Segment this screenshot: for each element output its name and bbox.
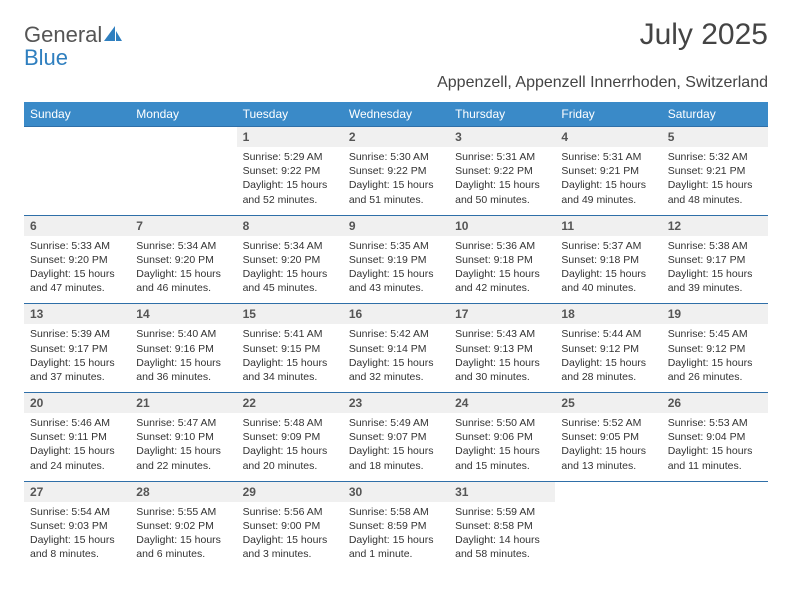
day-content-cell: Sunrise: 5:48 AMSunset: 9:09 PMDaylight:…	[237, 413, 343, 481]
day-number-cell: 19	[662, 304, 768, 325]
page-title: July 2025	[640, 18, 768, 52]
day-number-cell	[555, 481, 661, 502]
day-content-cell	[24, 147, 130, 215]
day-content-row: Sunrise: 5:39 AMSunset: 9:17 PMDaylight:…	[24, 324, 768, 392]
day-content-cell: Sunrise: 5:52 AMSunset: 9:05 PMDaylight:…	[555, 413, 661, 481]
day-number-cell: 29	[237, 481, 343, 502]
logo-text-wrap: General Blue	[24, 24, 122, 70]
day-number-cell: 24	[449, 393, 555, 414]
day-content-cell: Sunrise: 5:38 AMSunset: 9:17 PMDaylight:…	[662, 236, 768, 304]
day-content-cell: Sunrise: 5:44 AMSunset: 9:12 PMDaylight:…	[555, 324, 661, 392]
header: General Blue July 2025	[24, 18, 768, 70]
day-number-cell: 20	[24, 393, 130, 414]
weekday-header: Saturday	[662, 102, 768, 127]
day-number-cell: 26	[662, 393, 768, 414]
day-content-cell: Sunrise: 5:45 AMSunset: 9:12 PMDaylight:…	[662, 324, 768, 392]
page-subtitle: Appenzell, Appenzell Innerrhoden, Switze…	[24, 74, 768, 92]
day-content-cell: Sunrise: 5:50 AMSunset: 9:06 PMDaylight:…	[449, 413, 555, 481]
day-number-cell: 12	[662, 215, 768, 236]
weekday-header: Wednesday	[343, 102, 449, 127]
day-content-cell: Sunrise: 5:54 AMSunset: 9:03 PMDaylight:…	[24, 502, 130, 570]
day-content-cell: Sunrise: 5:49 AMSunset: 9:07 PMDaylight:…	[343, 413, 449, 481]
day-content-row: Sunrise: 5:29 AMSunset: 9:22 PMDaylight:…	[24, 147, 768, 215]
day-content-cell: Sunrise: 5:43 AMSunset: 9:13 PMDaylight:…	[449, 324, 555, 392]
day-number-cell: 28	[130, 481, 236, 502]
day-number-cell: 14	[130, 304, 236, 325]
day-content-cell: Sunrise: 5:56 AMSunset: 9:00 PMDaylight:…	[237, 502, 343, 570]
day-content-cell	[555, 502, 661, 570]
day-number-row: 13141516171819	[24, 304, 768, 325]
day-content-cell	[662, 502, 768, 570]
day-content-cell: Sunrise: 5:47 AMSunset: 9:10 PMDaylight:…	[130, 413, 236, 481]
day-number-cell: 27	[24, 481, 130, 502]
calendar-body: 12345Sunrise: 5:29 AMSunset: 9:22 PMDayl…	[24, 127, 768, 570]
day-content-cell: Sunrise: 5:55 AMSunset: 9:02 PMDaylight:…	[130, 502, 236, 570]
day-content-cell: Sunrise: 5:53 AMSunset: 9:04 PMDaylight:…	[662, 413, 768, 481]
day-number-cell: 15	[237, 304, 343, 325]
logo: General Blue	[24, 24, 122, 70]
day-content-cell: Sunrise: 5:32 AMSunset: 9:21 PMDaylight:…	[662, 147, 768, 215]
day-content-cell: Sunrise: 5:29 AMSunset: 9:22 PMDaylight:…	[237, 147, 343, 215]
day-number-cell: 11	[555, 215, 661, 236]
day-content-row: Sunrise: 5:46 AMSunset: 9:11 PMDaylight:…	[24, 413, 768, 481]
day-number-cell: 16	[343, 304, 449, 325]
weekday-header: Monday	[130, 102, 236, 127]
day-content-cell: Sunrise: 5:35 AMSunset: 9:19 PMDaylight:…	[343, 236, 449, 304]
day-content-cell: Sunrise: 5:59 AMSunset: 8:58 PMDaylight:…	[449, 502, 555, 570]
day-content-cell: Sunrise: 5:34 AMSunset: 9:20 PMDaylight:…	[130, 236, 236, 304]
day-content-cell: Sunrise: 5:30 AMSunset: 9:22 PMDaylight:…	[343, 147, 449, 215]
day-number-cell: 21	[130, 393, 236, 414]
day-content-cell	[130, 147, 236, 215]
day-number-row: 12345	[24, 127, 768, 148]
logo-word2: Blue	[24, 45, 68, 70]
weekday-header: Thursday	[449, 102, 555, 127]
day-content-cell: Sunrise: 5:46 AMSunset: 9:11 PMDaylight:…	[24, 413, 130, 481]
day-content-row: Sunrise: 5:54 AMSunset: 9:03 PMDaylight:…	[24, 502, 768, 570]
day-content-cell: Sunrise: 5:39 AMSunset: 9:17 PMDaylight:…	[24, 324, 130, 392]
day-number-cell: 5	[662, 127, 768, 148]
day-number-cell: 7	[130, 215, 236, 236]
day-number-cell: 3	[449, 127, 555, 148]
weekday-header: Sunday	[24, 102, 130, 127]
weekday-header: Tuesday	[237, 102, 343, 127]
logo-word1: General	[24, 22, 102, 47]
day-number-cell: 4	[555, 127, 661, 148]
day-content-cell: Sunrise: 5:31 AMSunset: 9:21 PMDaylight:…	[555, 147, 661, 215]
day-number-cell: 9	[343, 215, 449, 236]
day-number-cell: 31	[449, 481, 555, 502]
calendar-table: SundayMondayTuesdayWednesdayThursdayFrid…	[24, 102, 768, 569]
day-content-cell: Sunrise: 5:36 AMSunset: 9:18 PMDaylight:…	[449, 236, 555, 304]
day-number-row: 20212223242526	[24, 393, 768, 414]
day-number-cell: 23	[343, 393, 449, 414]
day-number-cell: 8	[237, 215, 343, 236]
day-number-cell: 30	[343, 481, 449, 502]
logo-sail-icon	[104, 26, 122, 47]
day-number-cell: 25	[555, 393, 661, 414]
day-number-cell: 13	[24, 304, 130, 325]
day-number-row: 6789101112	[24, 215, 768, 236]
day-content-cell: Sunrise: 5:58 AMSunset: 8:59 PMDaylight:…	[343, 502, 449, 570]
day-number-cell: 6	[24, 215, 130, 236]
day-number-cell: 10	[449, 215, 555, 236]
day-content-cell: Sunrise: 5:42 AMSunset: 9:14 PMDaylight:…	[343, 324, 449, 392]
weekday-header: Friday	[555, 102, 661, 127]
day-content-cell: Sunrise: 5:41 AMSunset: 9:15 PMDaylight:…	[237, 324, 343, 392]
day-content-cell: Sunrise: 5:31 AMSunset: 9:22 PMDaylight:…	[449, 147, 555, 215]
day-number-cell: 18	[555, 304, 661, 325]
day-content-cell: Sunrise: 5:34 AMSunset: 9:20 PMDaylight:…	[237, 236, 343, 304]
day-content-cell: Sunrise: 5:33 AMSunset: 9:20 PMDaylight:…	[24, 236, 130, 304]
day-content-cell: Sunrise: 5:40 AMSunset: 9:16 PMDaylight:…	[130, 324, 236, 392]
day-number-cell: 22	[237, 393, 343, 414]
day-number-cell	[130, 127, 236, 148]
day-number-cell: 17	[449, 304, 555, 325]
day-number-cell: 2	[343, 127, 449, 148]
day-number-cell	[662, 481, 768, 502]
day-number-row: 2728293031	[24, 481, 768, 502]
day-number-cell	[24, 127, 130, 148]
day-number-cell: 1	[237, 127, 343, 148]
day-content-cell: Sunrise: 5:37 AMSunset: 9:18 PMDaylight:…	[555, 236, 661, 304]
day-content-row: Sunrise: 5:33 AMSunset: 9:20 PMDaylight:…	[24, 236, 768, 304]
weekday-header-row: SundayMondayTuesdayWednesdayThursdayFrid…	[24, 102, 768, 127]
